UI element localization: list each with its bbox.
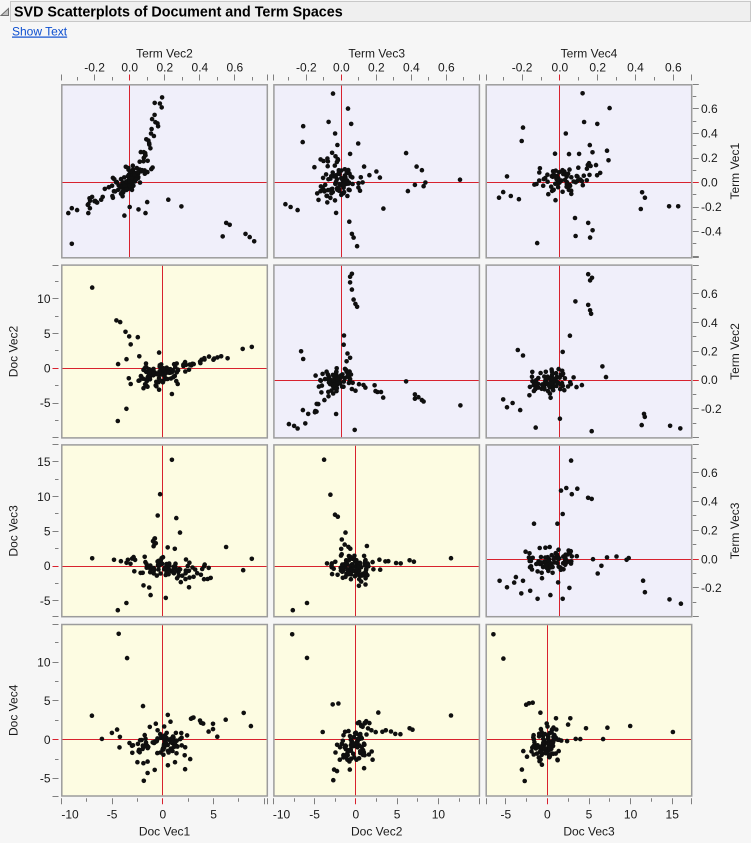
svg-text:0.0: 0.0: [701, 373, 718, 387]
svg-text:10: 10: [432, 808, 446, 822]
svg-text:-0.2: -0.2: [84, 61, 105, 75]
svg-text:-10: -10: [273, 808, 291, 822]
svg-text:-5: -5: [40, 594, 51, 608]
svg-text:15: 15: [666, 808, 680, 822]
svg-text:0.6: 0.6: [227, 61, 244, 75]
svg-text:-10: -10: [61, 808, 79, 822]
svg-text:Doc Vec3: Doc Vec3: [563, 825, 615, 839]
svg-text:0: 0: [544, 808, 551, 822]
svg-text:0: 0: [44, 362, 51, 376]
svg-text:-0.2: -0.2: [701, 581, 722, 595]
svg-text:10: 10: [37, 655, 51, 669]
svg-text:0.4: 0.4: [701, 316, 718, 330]
svg-text:0.0: 0.0: [701, 552, 718, 566]
svg-text:5: 5: [210, 808, 217, 822]
svg-text:-0.4: -0.4: [701, 225, 722, 239]
svg-text:Term Vec1: Term Vec1: [728, 143, 742, 200]
svg-text:0.2: 0.2: [156, 61, 173, 75]
svg-text:0.6: 0.6: [701, 287, 718, 301]
svg-text:0.6: 0.6: [701, 102, 718, 116]
svg-text:0.2: 0.2: [589, 61, 606, 75]
svg-text:0.0: 0.0: [121, 61, 138, 75]
svg-text:0: 0: [44, 733, 51, 747]
svg-text:Term Vec2: Term Vec2: [136, 47, 193, 61]
svg-text:-5: -5: [107, 808, 118, 822]
svg-text:Doc Vec3: Doc Vec3: [7, 505, 21, 557]
svg-text:5: 5: [586, 808, 593, 822]
svg-text:5: 5: [394, 808, 401, 822]
svg-text:0.0: 0.0: [552, 61, 569, 75]
svg-text:0.6: 0.6: [665, 61, 682, 75]
svg-text:-0.2: -0.2: [512, 61, 533, 75]
svg-text:Show Text: Show Text: [12, 25, 68, 39]
svg-text:Doc Vec2: Doc Vec2: [351, 825, 403, 839]
svg-text:10: 10: [37, 292, 51, 306]
svg-text:0: 0: [44, 559, 51, 573]
svg-text:0: 0: [159, 808, 166, 822]
svg-text:0.4: 0.4: [403, 61, 420, 75]
svg-text:0.6: 0.6: [438, 61, 455, 75]
svg-text:0.4: 0.4: [701, 127, 718, 141]
svg-text:5: 5: [44, 327, 51, 341]
svg-text:0.6: 0.6: [701, 466, 718, 480]
svg-text:10: 10: [37, 490, 51, 504]
svg-text:-5: -5: [40, 772, 51, 786]
svg-text:Term Vec3: Term Vec3: [728, 502, 742, 559]
svg-text:Doc Vec2: Doc Vec2: [7, 325, 21, 377]
svg-text:-5: -5: [40, 396, 51, 410]
svg-text:Term Vec4: Term Vec4: [561, 47, 618, 61]
svg-text:5: 5: [44, 694, 51, 708]
svg-text:0.4: 0.4: [627, 61, 644, 75]
svg-text:0.0: 0.0: [333, 61, 350, 75]
svg-text:0.2: 0.2: [701, 151, 718, 165]
svg-text:Term Vec3: Term Vec3: [348, 47, 405, 61]
svg-text:0.2: 0.2: [701, 524, 718, 538]
svg-text:-5: -5: [309, 808, 320, 822]
svg-text:0.4: 0.4: [192, 61, 209, 75]
svg-text:0.2: 0.2: [701, 345, 718, 359]
svg-text:5: 5: [44, 525, 51, 539]
svg-text:0.0: 0.0: [701, 176, 718, 190]
svg-text:-0.2: -0.2: [296, 61, 317, 75]
svg-text:Term Vec2: Term Vec2: [728, 323, 742, 380]
svg-text:Doc Vec1: Doc Vec1: [139, 825, 191, 839]
svg-text:10: 10: [624, 808, 638, 822]
svg-text:-0.2: -0.2: [701, 200, 722, 214]
svg-text:15: 15: [37, 455, 51, 469]
svg-text:-5: -5: [500, 808, 511, 822]
svg-text:Doc Vec4: Doc Vec4: [7, 684, 21, 736]
svg-text:SVD Scatterplots of Document a: SVD Scatterplots of Document and Term Sp…: [14, 5, 343, 21]
svg-text:0.2: 0.2: [368, 61, 385, 75]
svg-text:0: 0: [353, 808, 360, 822]
svg-text:0.4: 0.4: [701, 495, 718, 509]
svg-text:-0.2: -0.2: [701, 402, 722, 416]
